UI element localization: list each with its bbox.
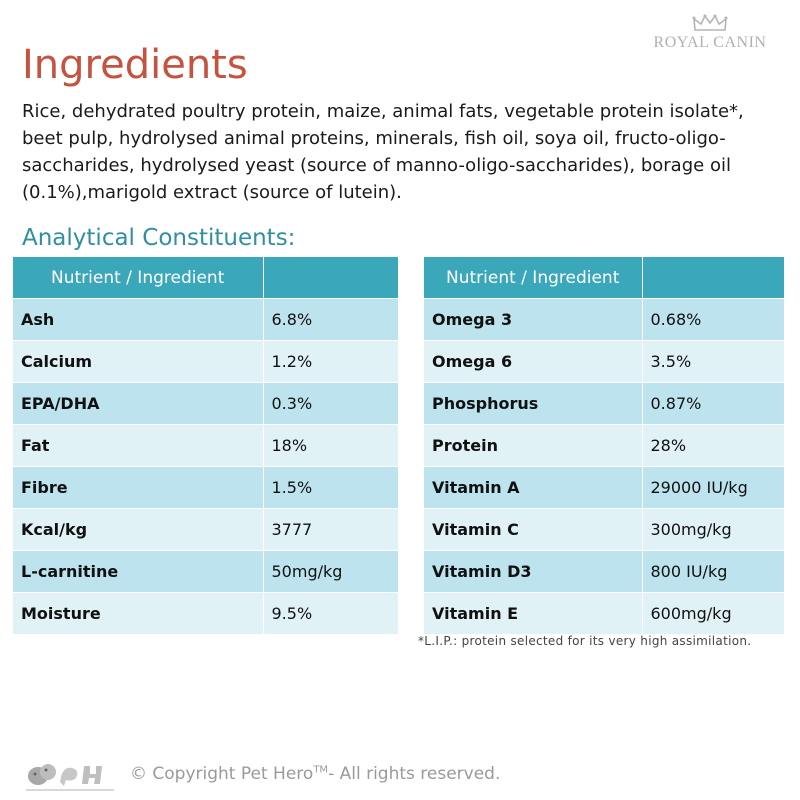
nutrient-value: 6.8%	[263, 298, 399, 341]
nutrient-value: 1.5%	[263, 466, 399, 509]
nutrient-table-left: Nutrient / Ingredient Ash 6.8% Calcium 1.2%…	[13, 257, 399, 634]
nutrient-value: 1.2%	[263, 340, 399, 383]
table-row: Ash 6.8%	[13, 298, 399, 341]
nutrient-name: Phosphorus	[424, 382, 643, 425]
brand-name: ROYAL CANIN	[653, 34, 767, 51]
value-column-header	[263, 257, 399, 299]
table-header-row: Nutrient / Ingredient	[424, 257, 785, 299]
nutrient-value: 29000 IU/kg	[642, 466, 785, 509]
pet-hero-logo-icon	[26, 764, 114, 791]
nutrient-name: Calcium	[13, 340, 264, 383]
nutrient-name: Ash	[13, 298, 264, 341]
table-row: EPA/DHA 0.3%	[13, 382, 399, 425]
nutrient-value: 28%	[642, 424, 785, 467]
copyright-notice: © Copyright Pet HeroTM- All rights reser…	[130, 764, 500, 784]
nutrient-value: 300mg/kg	[642, 508, 785, 551]
value-column-header	[642, 257, 785, 299]
table-row: Vitamin C 300mg/kg	[424, 508, 785, 551]
nutrient-name: Fat	[13, 424, 264, 467]
nutrient-value: 600mg/kg	[642, 592, 785, 634]
crown-icon	[692, 14, 728, 31]
table-row: Vitamin A 29000 IU/kg	[424, 466, 785, 509]
nutrient-name: Omega 6	[424, 340, 643, 383]
nutrient-value: 50mg/kg	[263, 550, 399, 593]
nutrient-value: 3.5%	[642, 340, 785, 383]
nutrient-value: 0.3%	[263, 382, 399, 425]
table-row: Protein 28%	[424, 424, 785, 467]
nutrient-column-header: Nutrient / Ingredient	[424, 257, 643, 299]
table-row: Omega 6 3.5%	[424, 340, 785, 383]
table-row: L-carnitine 50mg/kg	[13, 550, 399, 593]
analytical-constituents-heading: Analytical Constituents:	[22, 225, 296, 251]
table-row: Vitamin E 600mg/kg	[424, 592, 785, 634]
nutrient-value: 18%	[263, 424, 399, 467]
nutrient-value: 3777	[263, 508, 399, 551]
table-row: Kcal/kg 3777	[13, 508, 399, 551]
nutrient-name: Vitamin C	[424, 508, 643, 551]
table-header-row: Nutrient / Ingredient	[13, 257, 399, 299]
nutrient-name: EPA/DHA	[13, 382, 264, 425]
nutrient-value: 0.87%	[642, 382, 785, 425]
nutrient-column-header: Nutrient / Ingredient	[13, 257, 264, 299]
table-row: Calcium 1.2%	[13, 340, 399, 383]
table-row: Omega 3 0.68%	[424, 298, 785, 341]
nutrient-name: Protein	[424, 424, 643, 467]
ingredients-text: Rice, dehydrated poultry protein, maize,…	[22, 101, 744, 203]
table-row: Vitamin D3 800 IU/kg	[424, 550, 785, 593]
table-row: Moisture 9.5%	[13, 592, 399, 634]
copyright-prefix: © Copyright Pet Hero	[130, 764, 314, 784]
nutrient-table-right: Nutrient / Ingredient Omega 3 0.68% Omega …	[424, 257, 785, 634]
nutrient-value: 9.5%	[263, 592, 399, 634]
table-row: Fat 18%	[13, 424, 399, 467]
nutrient-name: L-carnitine	[13, 550, 264, 593]
trademark-mark: TM	[313, 764, 329, 776]
nutrient-name: Vitamin D3	[424, 550, 643, 593]
nutrient-name: Vitamin A	[424, 466, 643, 509]
table-row: Fibre 1.5%	[13, 466, 399, 509]
nutrient-name: Kcal/kg	[13, 508, 264, 551]
nutrient-value: 800 IU/kg	[642, 550, 785, 593]
nutrient-name: Moisture	[13, 592, 264, 634]
nutrient-name: Omega 3	[424, 298, 643, 341]
page-title: Ingredients	[22, 42, 248, 88]
copyright-suffix: - All rights reserved.	[328, 764, 501, 784]
table-row: Phosphorus 0.87%	[424, 382, 785, 425]
nutrient-name: Fibre	[13, 466, 264, 509]
royal-canin-logo: ROYAL CANIN	[640, 14, 780, 54]
footnote: *L.I.P.: protein selected for its very h…	[418, 634, 752, 648]
nutrient-name: Vitamin E	[424, 592, 643, 634]
nutrient-value: 0.68%	[642, 298, 785, 341]
